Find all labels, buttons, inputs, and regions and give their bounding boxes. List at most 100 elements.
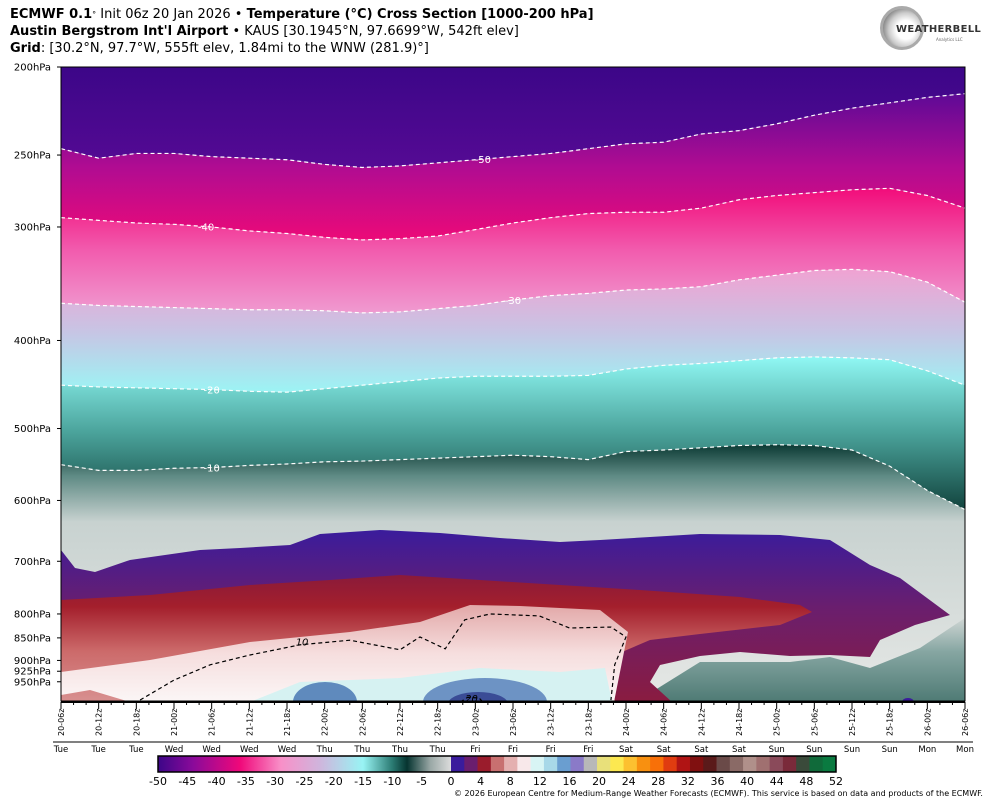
colorbar-label: -20 [325, 775, 343, 788]
colorbar-swatch [610, 756, 625, 772]
colorbar-label: -15 [354, 775, 372, 788]
init-time: Init 06z 20 Jan 2026 • [96, 7, 247, 22]
x-tick-label: 21-12z [245, 709, 254, 736]
colorbar-label: 44 [770, 775, 784, 788]
contour-line [61, 93, 965, 169]
colorbar-label: 36 [711, 775, 725, 788]
y-tick-label: 600hPa [14, 496, 51, 507]
y-tick-label: 900hPa [14, 656, 51, 667]
blue-pocket-core [448, 692, 508, 701]
colorbar-swatch [650, 756, 664, 772]
colorbar-swatch [530, 756, 545, 772]
chart-title: Temperature (°C) Cross Section [1000-200… [246, 7, 594, 22]
degree-mark: ° [92, 10, 97, 19]
weatherbell-logo: WEATHERBELL Analytics LLC [876, 6, 981, 54]
grid-label: Grid [10, 41, 41, 56]
x-day-label: Thu [391, 745, 408, 755]
x-tick-label: 22-00z [321, 709, 330, 736]
colorbar-swatch [490, 756, 505, 772]
x-day-label: Sun [769, 745, 785, 755]
x-tick-label: 22-12z [396, 709, 405, 736]
y-tick-label: 400hPa [14, 336, 51, 347]
x-day-label: Fri [583, 745, 593, 755]
logo-text: WEATHERBELL [896, 24, 982, 35]
x-day-label: Fri [470, 745, 480, 755]
contour-line [61, 187, 965, 241]
x-tick-label: 25-00z [773, 709, 782, 736]
colorbar-label: -25 [296, 775, 314, 788]
colorbar-swatch [464, 756, 479, 772]
colorbar-label: -10 [383, 775, 401, 788]
colorbar-label: 0 [448, 775, 455, 788]
y-tick-label: 200hPa [14, 63, 51, 74]
x-tick-label: 21-18z [283, 709, 292, 736]
x-day-label: Wed [165, 745, 184, 755]
station-name: Austin Bergstrom Int'l Airport [10, 24, 229, 39]
y-tick-label: 925hPa [14, 667, 51, 678]
contour-line [61, 268, 965, 314]
x-tick-label: 21-00z [170, 709, 179, 736]
title-line-1: ECMWF 0.1° Init 06z 20 Jan 2026 • Temper… [10, 6, 594, 23]
x-day-label: Thu [429, 745, 446, 755]
x-day-label: Thu [353, 745, 370, 755]
colorbar-label: -40 [208, 775, 226, 788]
colorbar-label: 32 [681, 775, 695, 788]
blue-pocket [293, 682, 357, 701]
contour-line [61, 356, 965, 393]
colorbar-swatch [703, 756, 718, 772]
y-tick-label: 300hPa [14, 222, 51, 233]
y-tick-label: 500hPa [14, 424, 51, 435]
colorbar-swatch [809, 756, 824, 772]
colorbar-label: -50 [149, 775, 167, 788]
x-day-label: Wed [240, 745, 259, 755]
x-day-label: Sat [657, 745, 672, 755]
x-tick-label: 22-18z [434, 709, 443, 736]
x-tick-label: 24-18z [735, 709, 744, 736]
contour-label: 20 [465, 694, 478, 705]
colorbar-label: 24 [622, 775, 636, 788]
colorbar-swatch [583, 756, 598, 772]
x-tick-label: 23-12z [547, 709, 556, 736]
logo-subtext: Analytics LLC [936, 37, 963, 42]
colorbar-swatch [729, 756, 744, 772]
x-tick-label: 23-06z [509, 709, 518, 736]
x-day-label: Mon [956, 745, 974, 755]
contour-lines: -50 -40 -30 -20 -10 10 20 [61, 93, 965, 705]
x-day-label: Fri [508, 745, 518, 755]
purple-pocket [902, 698, 914, 701]
x-tick-label: 21-06z [208, 709, 217, 736]
x-tick-label: 25-18z [886, 709, 895, 736]
x-tick-label: 23-00z [471, 709, 480, 736]
contour-label: -10 [203, 464, 219, 475]
x-tick-label: 20-18z [132, 709, 141, 736]
x-day-label: Wed [278, 745, 297, 755]
colorbar-swatch [796, 756, 810, 772]
colorbar-swatch [769, 756, 784, 772]
colorbar-swatch [451, 756, 465, 772]
colorbar-swatch [517, 756, 532, 772]
colorbar-swatch [782, 756, 797, 772]
copyright-notice: © 2026 European Centre for Medium-Range … [454, 789, 983, 798]
colorbar-swatch [636, 756, 651, 772]
colorbar-swatch [743, 756, 757, 772]
colorbar-label: 20 [592, 775, 606, 788]
colorbar-label: -35 [237, 775, 255, 788]
temperature-band [61, 188, 965, 313]
colorbar-swatch [543, 756, 558, 772]
title-line-3: Grid: [30.2°N, 97.7°W, 555ft elev, 1.84m… [10, 40, 429, 57]
contour-label: -50 [475, 155, 491, 166]
blue-pocket [423, 678, 547, 701]
x-day-label: Mon [918, 745, 936, 755]
x-tick-label: 24-12z [697, 709, 706, 736]
axes: 200hPa 250hPa 300hPa 400hPa 500hPa 600hPa 700h… [14, 63, 974, 756]
colorbar-label: -30 [266, 775, 284, 788]
contour-label: -30 [505, 296, 521, 307]
colorbar-label: -45 [178, 775, 196, 788]
x-day-label: Sat [732, 745, 747, 755]
colorbar-swatch [557, 756, 571, 772]
colorbar-swatch [597, 756, 611, 772]
grid-info: : [30.2°N, 97.7°W, 555ft elev, 1.84mi to… [40, 41, 429, 56]
x-day-label: Fri [546, 745, 556, 755]
x-day-label: Thu [316, 745, 333, 755]
temperature-band [61, 67, 965, 168]
